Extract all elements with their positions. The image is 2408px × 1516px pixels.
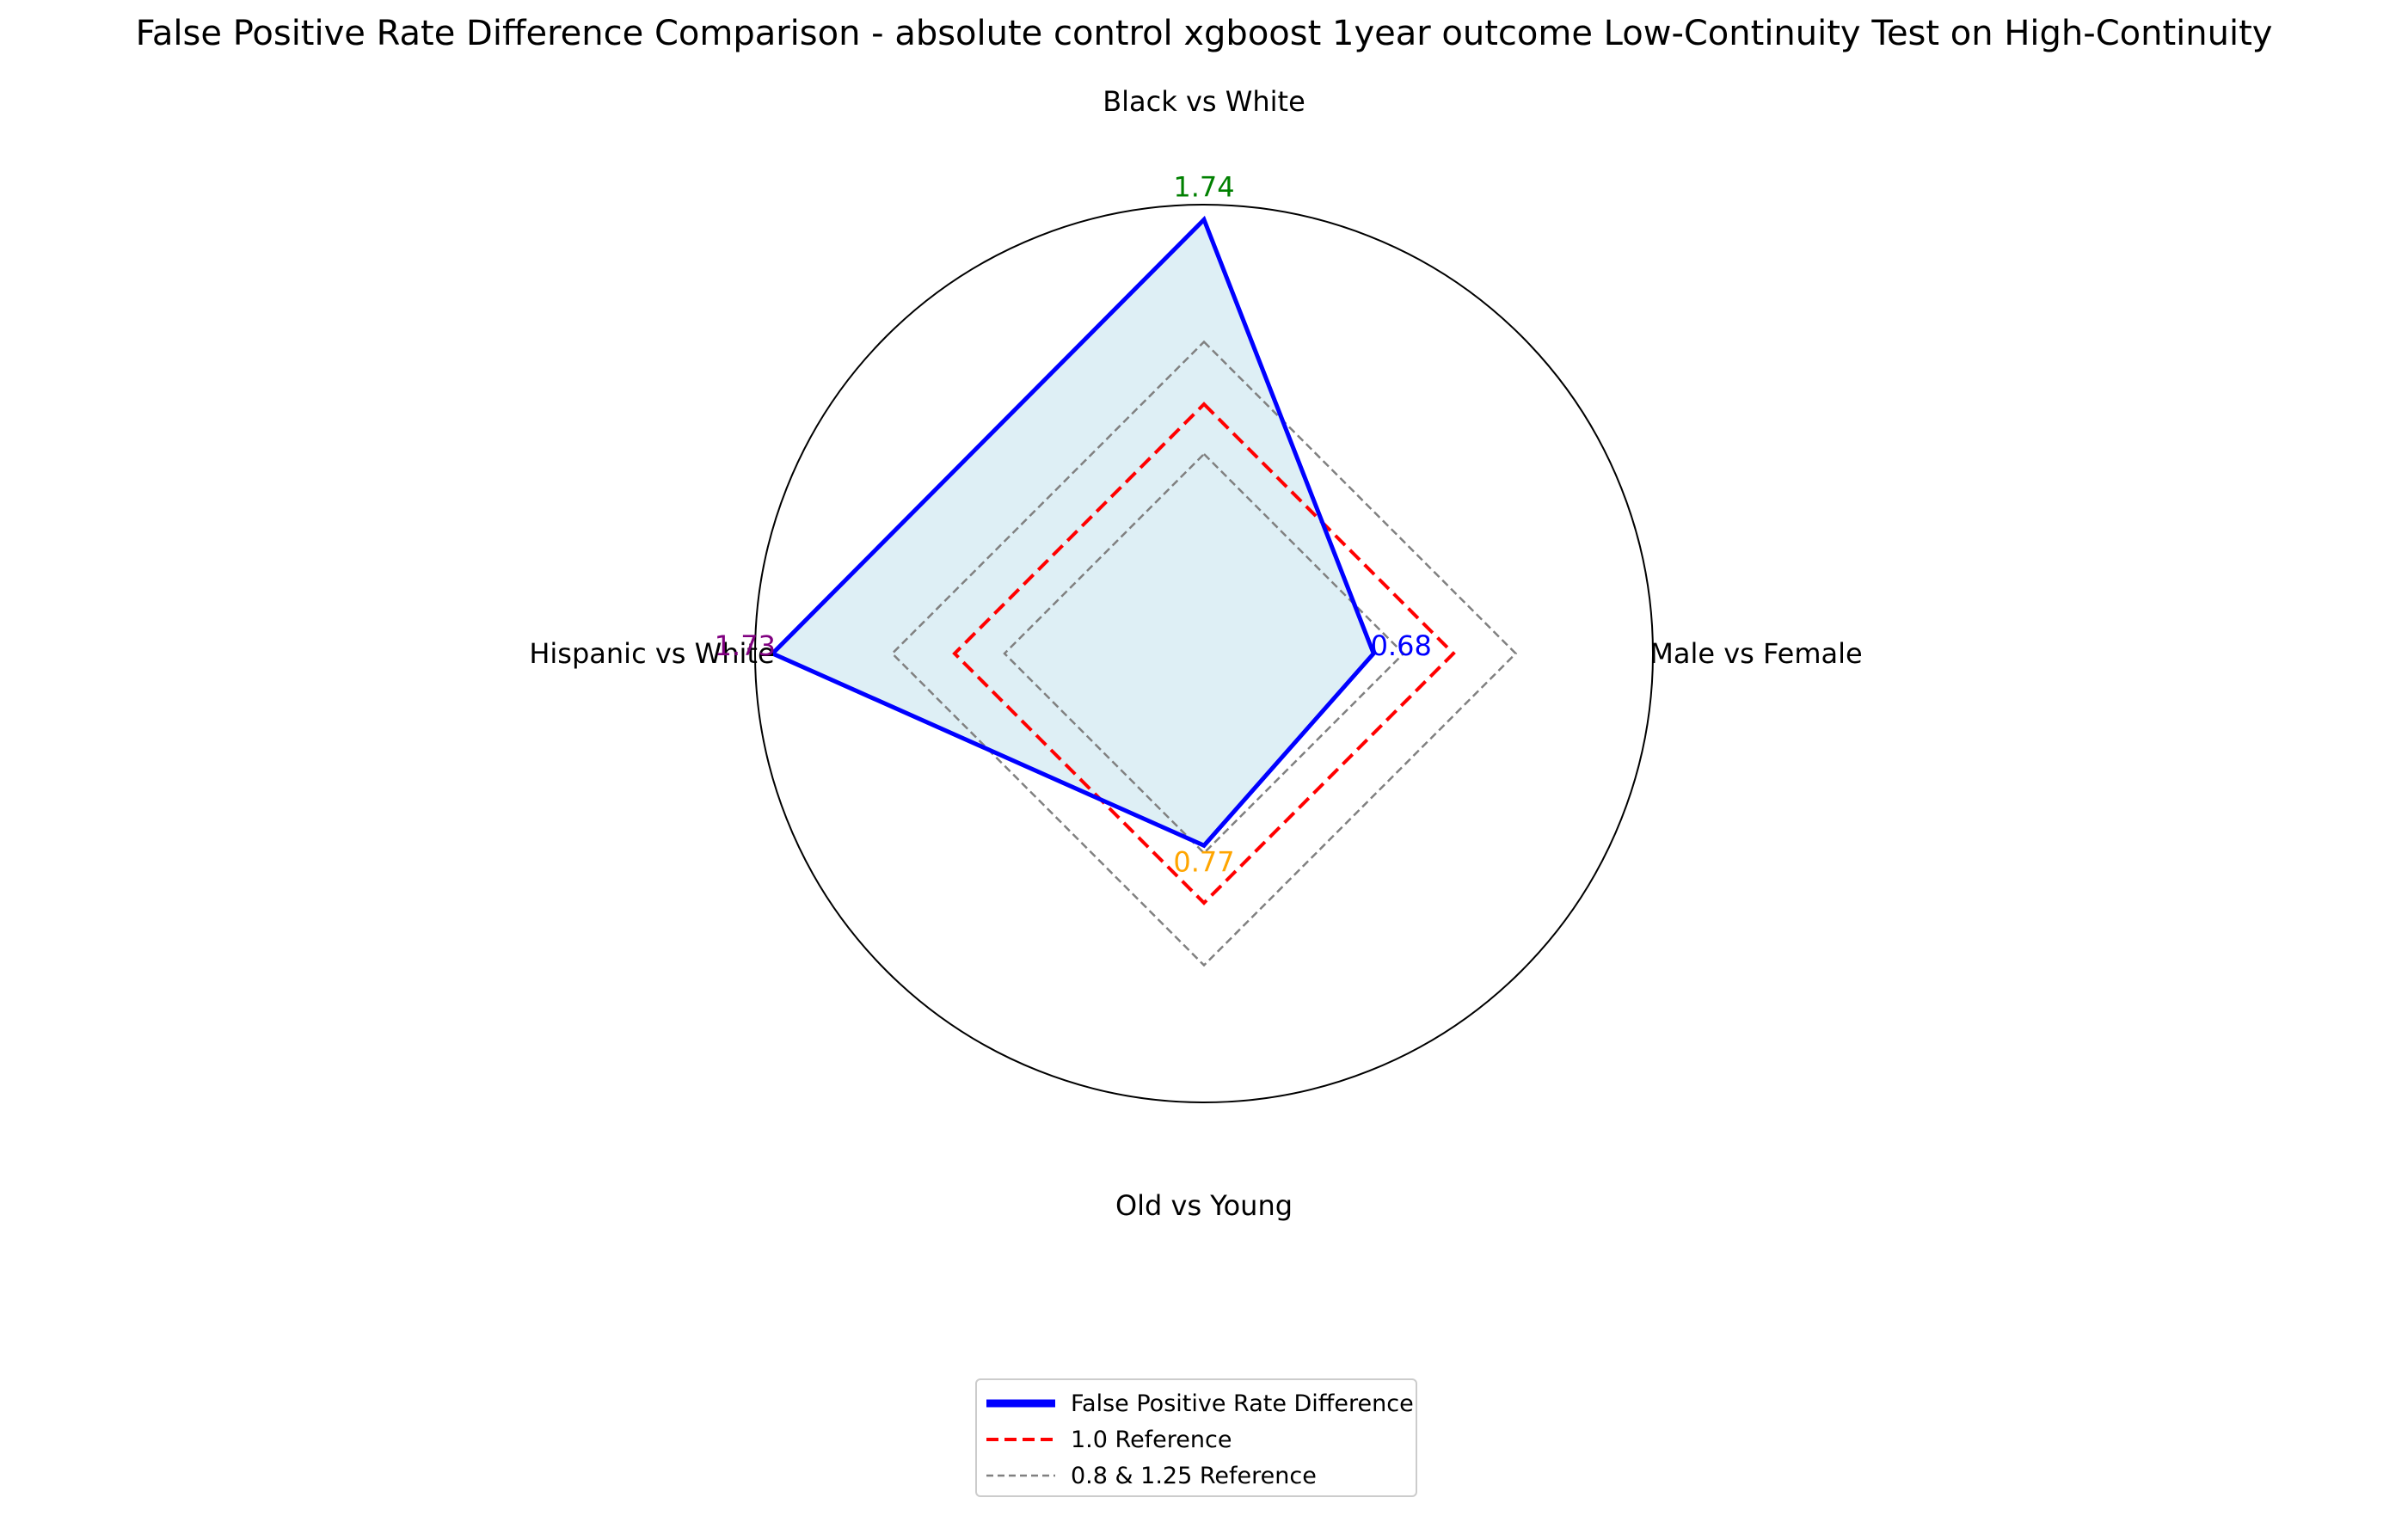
plot-area: Black vs White Male vs Female Old vs Young… bbox=[529, 85, 1862, 1222]
value-label-old-vs-young: 0.77 bbox=[1173, 845, 1234, 878]
polar-frame bbox=[754, 204, 1654, 1103]
reference-1_0-polygon bbox=[952, 402, 1456, 905]
series-fill-area bbox=[772, 219, 1374, 846]
series-line bbox=[768, 215, 1377, 849]
value-label-male-vs-female: 0.68 bbox=[1371, 629, 1432, 662]
axis-label-old-vs-young: Old vs Young bbox=[1115, 1189, 1293, 1222]
legend-box bbox=[975, 1378, 1417, 1497]
legend-label-series: False Positive Rate Difference bbox=[1071, 1390, 1414, 1417]
axis-label-black-vs-white: Black vs White bbox=[1103, 85, 1305, 118]
chart-title: False Positive Rate Difference Compariso… bbox=[136, 14, 2273, 53]
value-label-hispanic-vs-white: 1.73 bbox=[715, 629, 776, 662]
legend: False Positive Rate Difference 1.0 Refere… bbox=[975, 1378, 1417, 1497]
axis-label-hispanic-vs-white: Hispanic vs White bbox=[529, 637, 774, 670]
axis-label-male-vs-female: Male vs Female bbox=[1649, 637, 1862, 670]
legend-label-reference-0_8-1_25: 0.8 & 1.25 Reference bbox=[1071, 1463, 1317, 1489]
value-label-black-vs-white: 1.74 bbox=[1173, 170, 1234, 203]
legend-label-reference-1_0: 1.0 Reference bbox=[1071, 1427, 1232, 1453]
reference-0_8-polygon bbox=[1003, 452, 1405, 855]
reference-1_25-polygon bbox=[890, 340, 1518, 967]
